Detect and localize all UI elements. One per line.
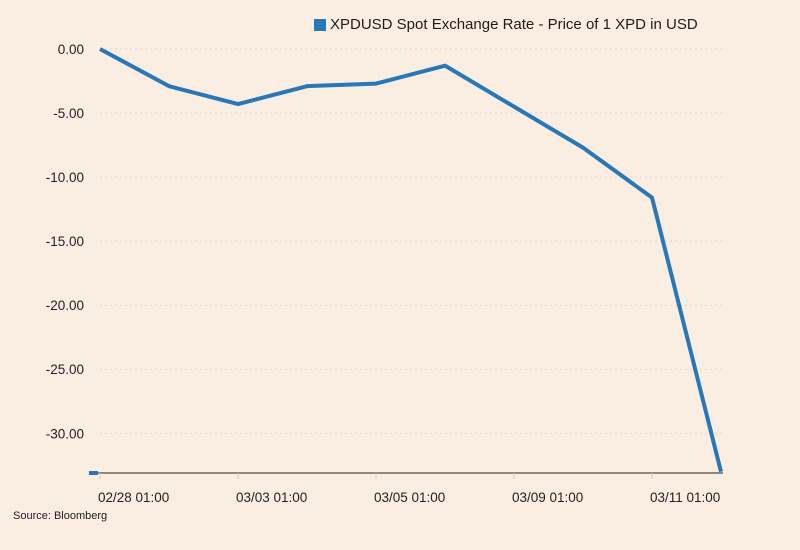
- x-tick-label: 03/11 01:00: [650, 490, 720, 505]
- y-tick-label: -15.00: [46, 234, 84, 249]
- y-tick-label: -25.00: [46, 362, 84, 377]
- y-tick-label: -10.00: [46, 170, 84, 185]
- source-note: Source: Bloomberg: [13, 510, 108, 522]
- axis-marker: [89, 471, 98, 475]
- legend-label: XPDUSD Spot Exchange Rate - Price of 1 X…: [330, 16, 698, 33]
- x-tick-label: 03/03 01:00: [236, 490, 307, 505]
- x-tick-label: 02/28 01:00: [98, 490, 169, 505]
- legend-swatch: [314, 18, 326, 31]
- legend: XPDUSD Spot Exchange Rate - Price of 1 X…: [314, 16, 698, 33]
- x-tick-label: 03/09 01:00: [512, 490, 583, 505]
- y-tick-label: -30.00: [46, 426, 84, 441]
- y-tick-label: -20.00: [46, 298, 84, 313]
- x-tick-label: 03/05 01:00: [374, 490, 445, 505]
- y-tick-label: 0.00: [58, 42, 84, 57]
- y-tick-label: -5.00: [53, 106, 84, 121]
- series-line: [99, 47, 723, 473]
